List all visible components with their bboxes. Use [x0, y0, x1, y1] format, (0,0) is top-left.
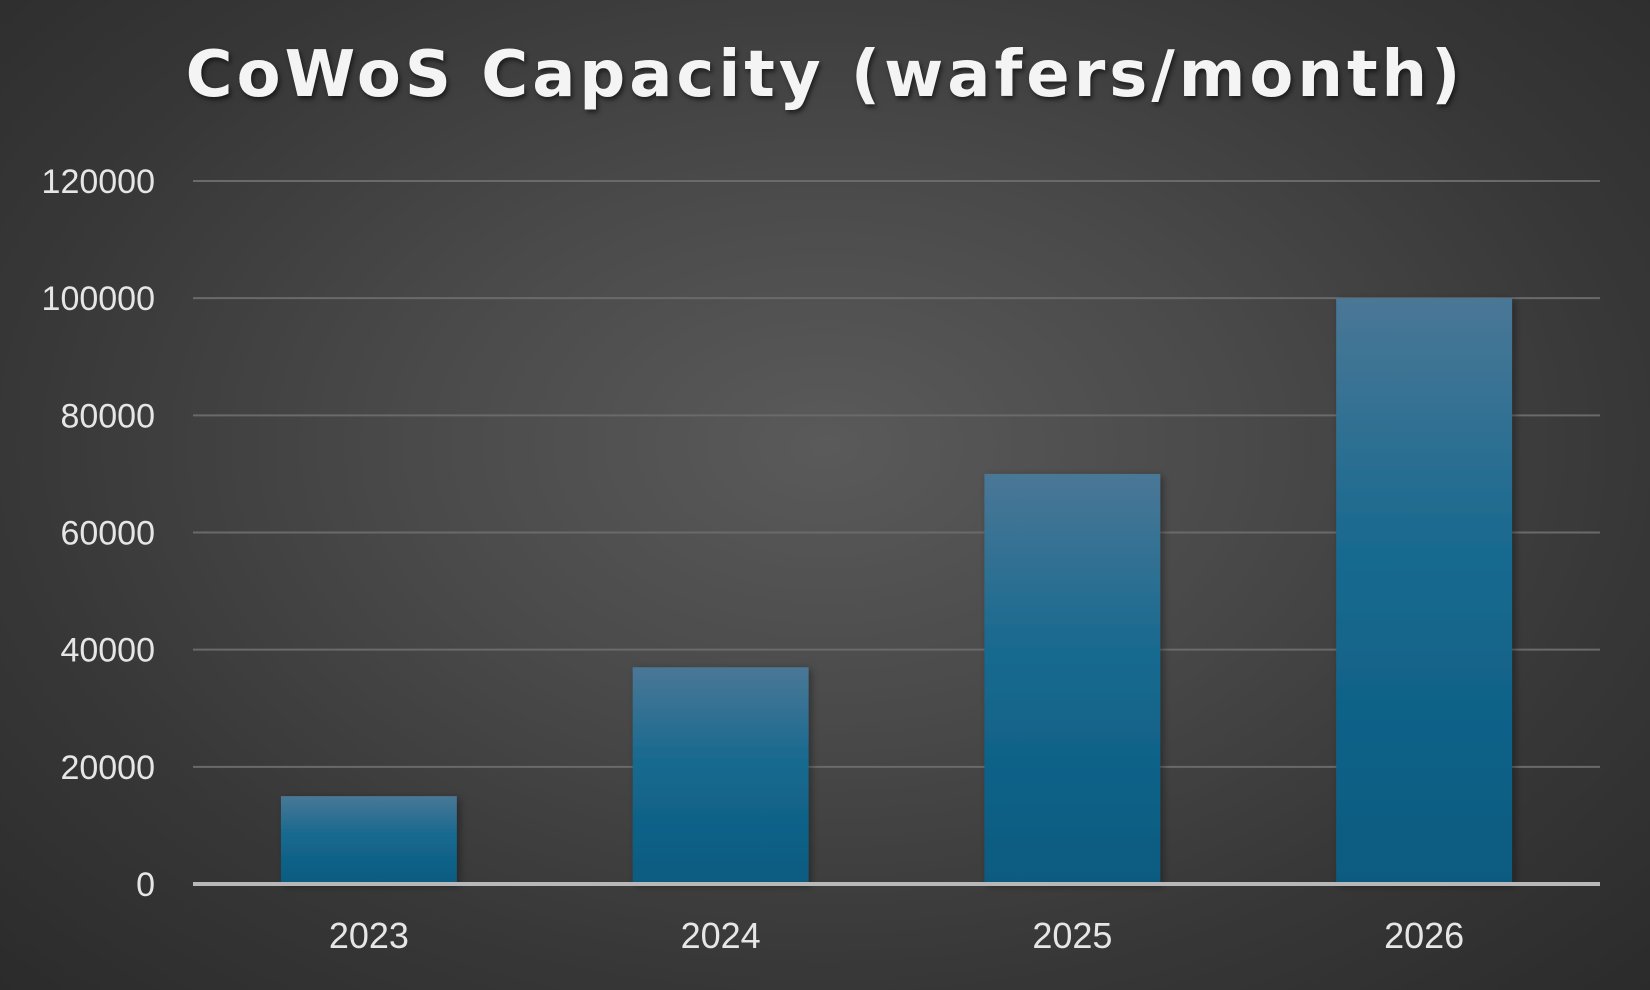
- bar-2025: [984, 473, 1161, 884]
- x-tick-label: 2023: [329, 915, 409, 956]
- y-tick-label: 60000: [60, 515, 155, 553]
- bar-2024: [632, 667, 809, 884]
- y-tick-label: 100000: [42, 280, 155, 318]
- y-tick-label: 0: [136, 866, 155, 904]
- y-tick-label: 80000: [60, 397, 155, 435]
- y-axis-ticks: 0 20000 40000 60000 80000 100000 120000: [42, 163, 155, 904]
- y-tick-label: 40000: [60, 632, 155, 670]
- y-tick-label: 20000: [60, 749, 155, 787]
- x-axis-ticks: 2023 2024 2025 2026: [329, 915, 1464, 956]
- x-tick-label: 2025: [1032, 915, 1112, 956]
- x-tick-label: 2026: [1384, 915, 1464, 956]
- bars: [280, 298, 1513, 885]
- y-tick-label: 120000: [42, 163, 155, 201]
- bar-2023: [280, 796, 457, 884]
- gridlines: [193, 180, 1600, 768]
- chart-title: CoWoS Capacity (wafers/month): [185, 38, 1465, 112]
- bar-2026: [1336, 298, 1513, 885]
- x-tick-label: 2024: [681, 915, 761, 956]
